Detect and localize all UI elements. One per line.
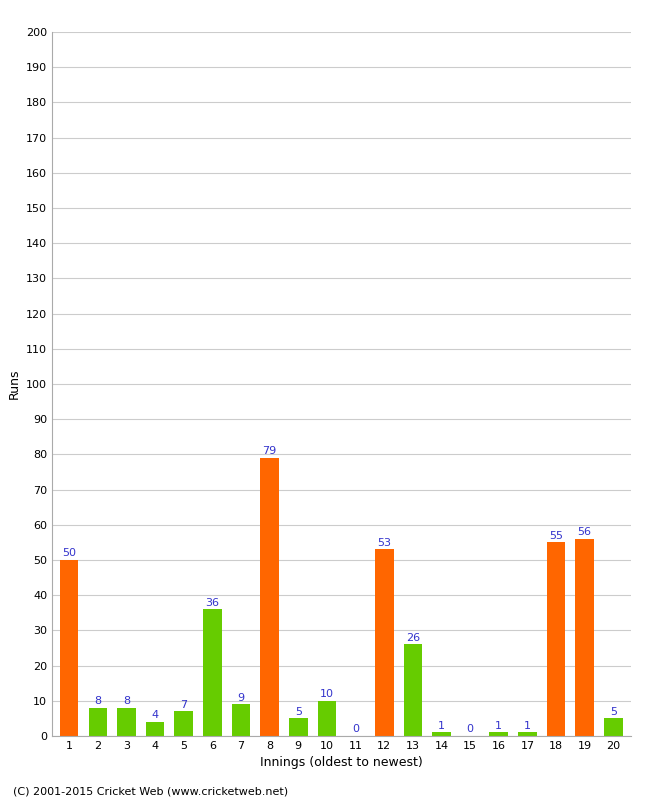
Bar	[489, 733, 508, 736]
Bar	[404, 645, 422, 736]
Text: 50: 50	[62, 548, 76, 558]
Bar	[174, 711, 193, 736]
Bar	[261, 458, 279, 736]
Bar	[203, 610, 222, 736]
Text: 53: 53	[377, 538, 391, 548]
Text: 5: 5	[610, 706, 617, 717]
Bar	[231, 704, 250, 736]
Text: 8: 8	[123, 696, 130, 706]
Bar	[432, 733, 451, 736]
Bar	[604, 718, 623, 736]
X-axis label: Innings (oldest to newest): Innings (oldest to newest)	[260, 757, 422, 770]
Text: 5: 5	[295, 706, 302, 717]
Text: 1: 1	[438, 721, 445, 730]
Bar	[146, 722, 164, 736]
Text: 1: 1	[495, 721, 502, 730]
Text: 4: 4	[151, 710, 159, 720]
Bar	[518, 733, 537, 736]
Text: 55: 55	[549, 530, 563, 541]
Y-axis label: Runs: Runs	[7, 369, 20, 399]
Text: 79: 79	[263, 446, 277, 456]
Text: 36: 36	[205, 598, 220, 607]
Bar	[547, 542, 566, 736]
Text: 9: 9	[237, 693, 244, 702]
Bar	[88, 708, 107, 736]
Bar	[60, 560, 79, 736]
Text: 0: 0	[352, 724, 359, 734]
Text: 56: 56	[578, 527, 592, 537]
Text: (C) 2001-2015 Cricket Web (www.cricketweb.net): (C) 2001-2015 Cricket Web (www.cricketwe…	[13, 786, 288, 796]
Text: 0: 0	[467, 724, 474, 734]
Bar	[575, 539, 594, 736]
Bar	[117, 708, 136, 736]
Text: 1: 1	[524, 721, 531, 730]
Bar	[318, 701, 336, 736]
Bar	[375, 550, 393, 736]
Text: 7: 7	[180, 699, 187, 710]
Text: 10: 10	[320, 689, 334, 699]
Bar	[289, 718, 307, 736]
Text: 26: 26	[406, 633, 420, 642]
Text: 8: 8	[94, 696, 101, 706]
